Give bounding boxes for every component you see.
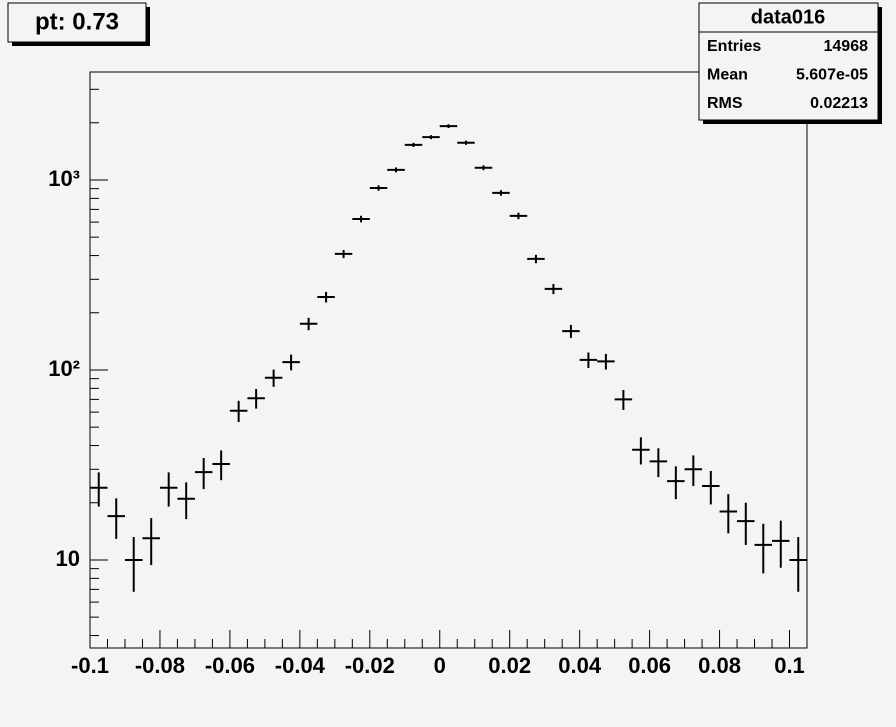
title-box <box>7 2 147 43</box>
y-tick-label: 10² <box>48 356 80 381</box>
x-tick-label: 0.06 <box>628 653 671 678</box>
stats-value: 14968 <box>824 38 869 55</box>
plot-frame <box>89 71 808 649</box>
stats-label: Entries <box>707 38 761 55</box>
x-tick-label: 0.04 <box>558 653 602 678</box>
x-tick-label: -0.08 <box>135 653 185 678</box>
stats-value: 5.607e-05 <box>796 67 868 84</box>
y-tick-label: 10 <box>56 546 80 571</box>
y-tick-label: 10³ <box>48 166 80 191</box>
x-tick-label: -0.06 <box>205 653 255 678</box>
x-tick-label: 0.08 <box>698 653 741 678</box>
stats-label: RMS <box>707 95 743 112</box>
x-tick-label: 0 <box>434 653 446 678</box>
x-tick-label: -0.04 <box>275 653 326 678</box>
x-tick-label: 0.1 <box>774 653 805 678</box>
stats-label: Mean <box>707 67 748 84</box>
x-tick-label: -0.1 <box>71 653 109 678</box>
stats-title: data016 <box>751 6 826 28</box>
chart-title: pt: 0.73 <box>35 8 119 35</box>
stats-box <box>698 2 879 121</box>
stats-value: 0.02213 <box>810 95 868 112</box>
x-tick-label: 0.02 <box>488 653 531 678</box>
x-tick-label: -0.02 <box>345 653 395 678</box>
